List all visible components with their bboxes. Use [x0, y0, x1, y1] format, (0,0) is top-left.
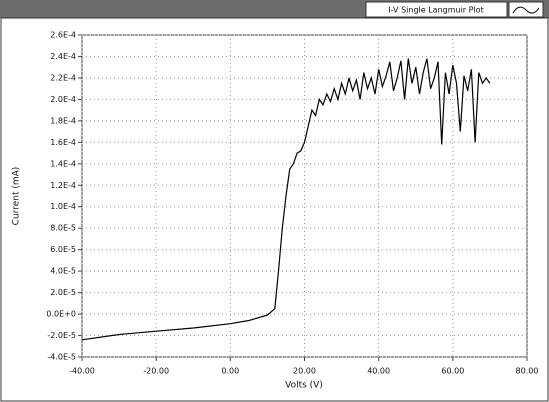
x-tick-label: -40.00 [69, 367, 95, 376]
y-tick-label: -2.0E-5 [47, 331, 76, 340]
y-tick-label: 0.0E+0 [46, 310, 76, 319]
legend-box [365, 1, 508, 18]
y-tick-label: -4.0E-5 [47, 353, 76, 362]
x-tick-label: 80.00 [516, 367, 539, 376]
x-tick-label: 20.00 [293, 367, 316, 376]
y-axis-label: Current (mA) [12, 167, 22, 226]
y-tick-label: 2.0E-4 [50, 95, 76, 104]
x-tick-label: 60.00 [441, 367, 464, 376]
y-tick-label: 1.4E-4 [50, 159, 76, 168]
x-axis-label: Volts (V) [285, 381, 323, 391]
panel-frame [0, 17, 549, 402]
y-tick-label: 1.6E-4 [50, 138, 76, 147]
y-tick-label: 2.6E-4 [50, 31, 76, 40]
legend-swatch [512, 6, 540, 14]
y-tick-label: 2.4E-4 [50, 52, 76, 61]
y-tick-label: 2.0E-5 [50, 288, 76, 297]
legend-label: I-V Single Langmuir Plot [388, 6, 483, 15]
y-tick-label: 6.0E-5 [50, 245, 76, 254]
y-tick-label: 4.0E-5 [50, 267, 76, 276]
y-tick-label: 1.2E-4 [50, 181, 76, 190]
y-tick-label: 1.8E-4 [50, 116, 76, 125]
data-line [81, 58, 491, 341]
y-tick-label: 2.2E-4 [50, 73, 76, 82]
x-tick-label: 0.00 [221, 367, 239, 376]
y-tick-label: 8.0E-5 [50, 224, 76, 233]
y-tick-label: 1.0E-4 [50, 202, 76, 211]
x-tick-label: -20.00 [143, 367, 169, 376]
x-tick-label: 40.00 [367, 367, 390, 376]
